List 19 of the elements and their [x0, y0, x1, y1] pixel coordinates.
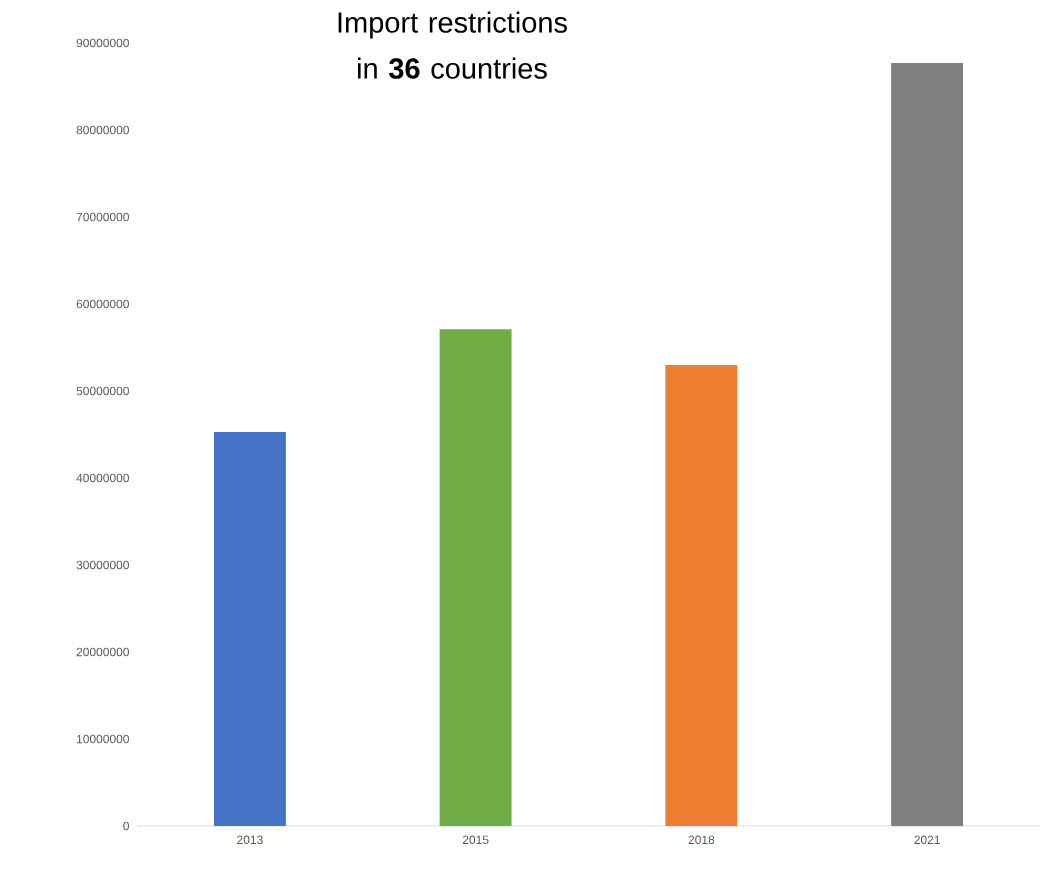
y-tick-label: 40000000 [76, 473, 129, 483]
y-tick-label: 10000000 [76, 734, 129, 744]
x-tick-label: 2018 [688, 835, 715, 845]
y-tick-label: 70000000 [76, 212, 129, 222]
x-tick-label: 2021 [914, 835, 940, 845]
bar [665, 364, 738, 826]
y-tick-label: 50000000 [76, 386, 129, 396]
y-tick-label: 0 [123, 821, 130, 831]
bar [439, 329, 512, 826]
x-tick-label: 2013 [237, 835, 263, 845]
chart-title: Import restrictions in 36 countries [338, 11, 567, 79]
y-tick-label: 60000000 [76, 299, 129, 309]
bar [891, 63, 964, 826]
x-tick-label: 2015 [462, 835, 489, 845]
y-tick-label: 20000000 [76, 647, 129, 657]
bar [213, 431, 286, 826]
y-tick-label: 80000000 [76, 125, 129, 135]
y-tick-label: 30000000 [76, 560, 129, 570]
y-tick-label: 90000000 [76, 38, 129, 48]
